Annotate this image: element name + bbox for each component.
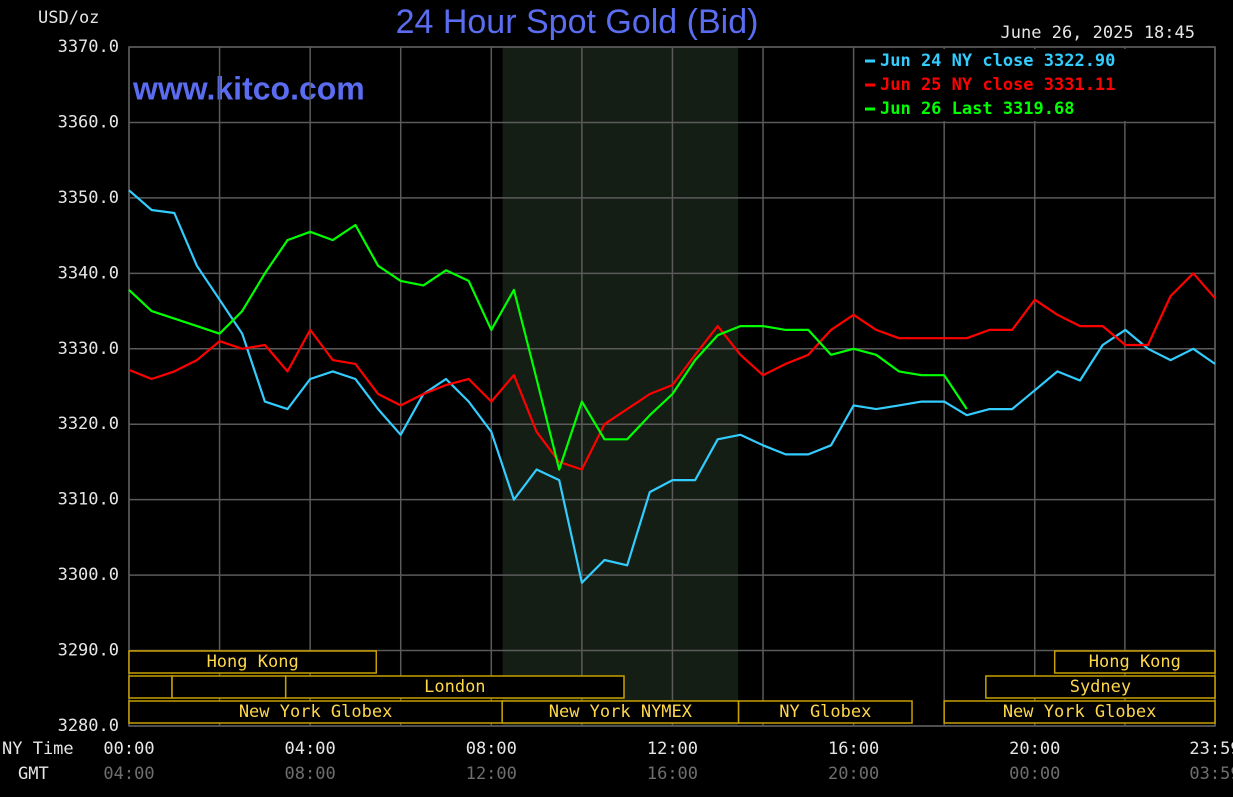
x-tick-label: 12:00 bbox=[647, 739, 698, 759]
shaded-session bbox=[502, 47, 739, 726]
x-tick-label: 23:59 bbox=[1189, 739, 1233, 759]
session-label: Hong Kong bbox=[207, 652, 299, 672]
x2-axis-label: GMT bbox=[18, 764, 49, 784]
session-box bbox=[171, 675, 287, 699]
series-line bbox=[128, 223, 968, 471]
session-box bbox=[284, 675, 625, 699]
plot-border bbox=[128, 46, 1216, 727]
legend-label: Jun 24 NY close 3322.90 bbox=[880, 51, 1115, 71]
session-box bbox=[737, 700, 913, 724]
session-box bbox=[1053, 650, 1216, 674]
watermark: www.kitco.com bbox=[132, 70, 365, 106]
y-tick-label: 3310.0 bbox=[58, 490, 119, 510]
session-label: NY Globex bbox=[779, 702, 871, 722]
gmt-tick-label: 20:00 bbox=[828, 764, 879, 784]
x-axis-label: NY Time bbox=[2, 739, 74, 759]
gmt-tick-label: 16:00 bbox=[647, 764, 698, 784]
session-box bbox=[128, 650, 378, 674]
y-tick-label: 3330.0 bbox=[58, 339, 119, 359]
y-axis-label: USD/oz bbox=[38, 8, 99, 28]
y-tick-label: 3280.0 bbox=[58, 716, 119, 736]
session-box bbox=[128, 675, 173, 699]
legend-panel bbox=[858, 73, 1214, 97]
gmt-tick-label: 08:00 bbox=[285, 764, 336, 784]
timestamp: June 26, 2025 18:45 bbox=[1001, 23, 1195, 43]
series-line bbox=[128, 189, 1216, 584]
legend-label: Jun 25 NY close 3331.11 bbox=[880, 75, 1115, 95]
series-line bbox=[128, 272, 1216, 471]
session-label: London bbox=[424, 677, 485, 697]
y-tick-label: 3290.0 bbox=[58, 641, 119, 661]
session-label: Hong Kong bbox=[1089, 652, 1181, 672]
gmt-tick-label: 04:00 bbox=[103, 764, 154, 784]
gmt-tick-label: 00:00 bbox=[1009, 764, 1060, 784]
x-tick-label: 08:00 bbox=[466, 739, 517, 759]
legend-panel bbox=[858, 49, 1214, 73]
session-box bbox=[943, 700, 1216, 724]
x-tick-label: 16:00 bbox=[828, 739, 879, 759]
x-tick-label: 20:00 bbox=[1009, 739, 1060, 759]
session-label: New York NYMEX bbox=[549, 702, 693, 722]
y-tick-label: 3350.0 bbox=[58, 188, 119, 208]
y-tick-label: 3340.0 bbox=[58, 263, 119, 283]
x-tick-label: 00:00 bbox=[103, 739, 154, 759]
legend-label: Jun 26 Last 3319.68 bbox=[880, 99, 1074, 119]
y-tick-label: 3360.0 bbox=[58, 112, 119, 132]
x-tick-label: 04:00 bbox=[285, 739, 336, 759]
y-tick-label: 3320.0 bbox=[58, 414, 119, 434]
y-tick-label: 3300.0 bbox=[58, 565, 119, 585]
session-box bbox=[985, 675, 1216, 699]
y-tick-label: 3370.0 bbox=[58, 37, 119, 57]
legend-panel bbox=[858, 97, 1214, 121]
gmt-tick-label: 12:00 bbox=[466, 764, 517, 784]
chart-title: 24 Hour Spot Gold (Bid) bbox=[396, 3, 759, 41]
session-label: New York Globex bbox=[1003, 702, 1157, 722]
session-label: Sydney bbox=[1070, 677, 1131, 697]
session-label: New York Globex bbox=[239, 702, 393, 722]
gmt-tick-label: 03:59 bbox=[1189, 764, 1233, 784]
